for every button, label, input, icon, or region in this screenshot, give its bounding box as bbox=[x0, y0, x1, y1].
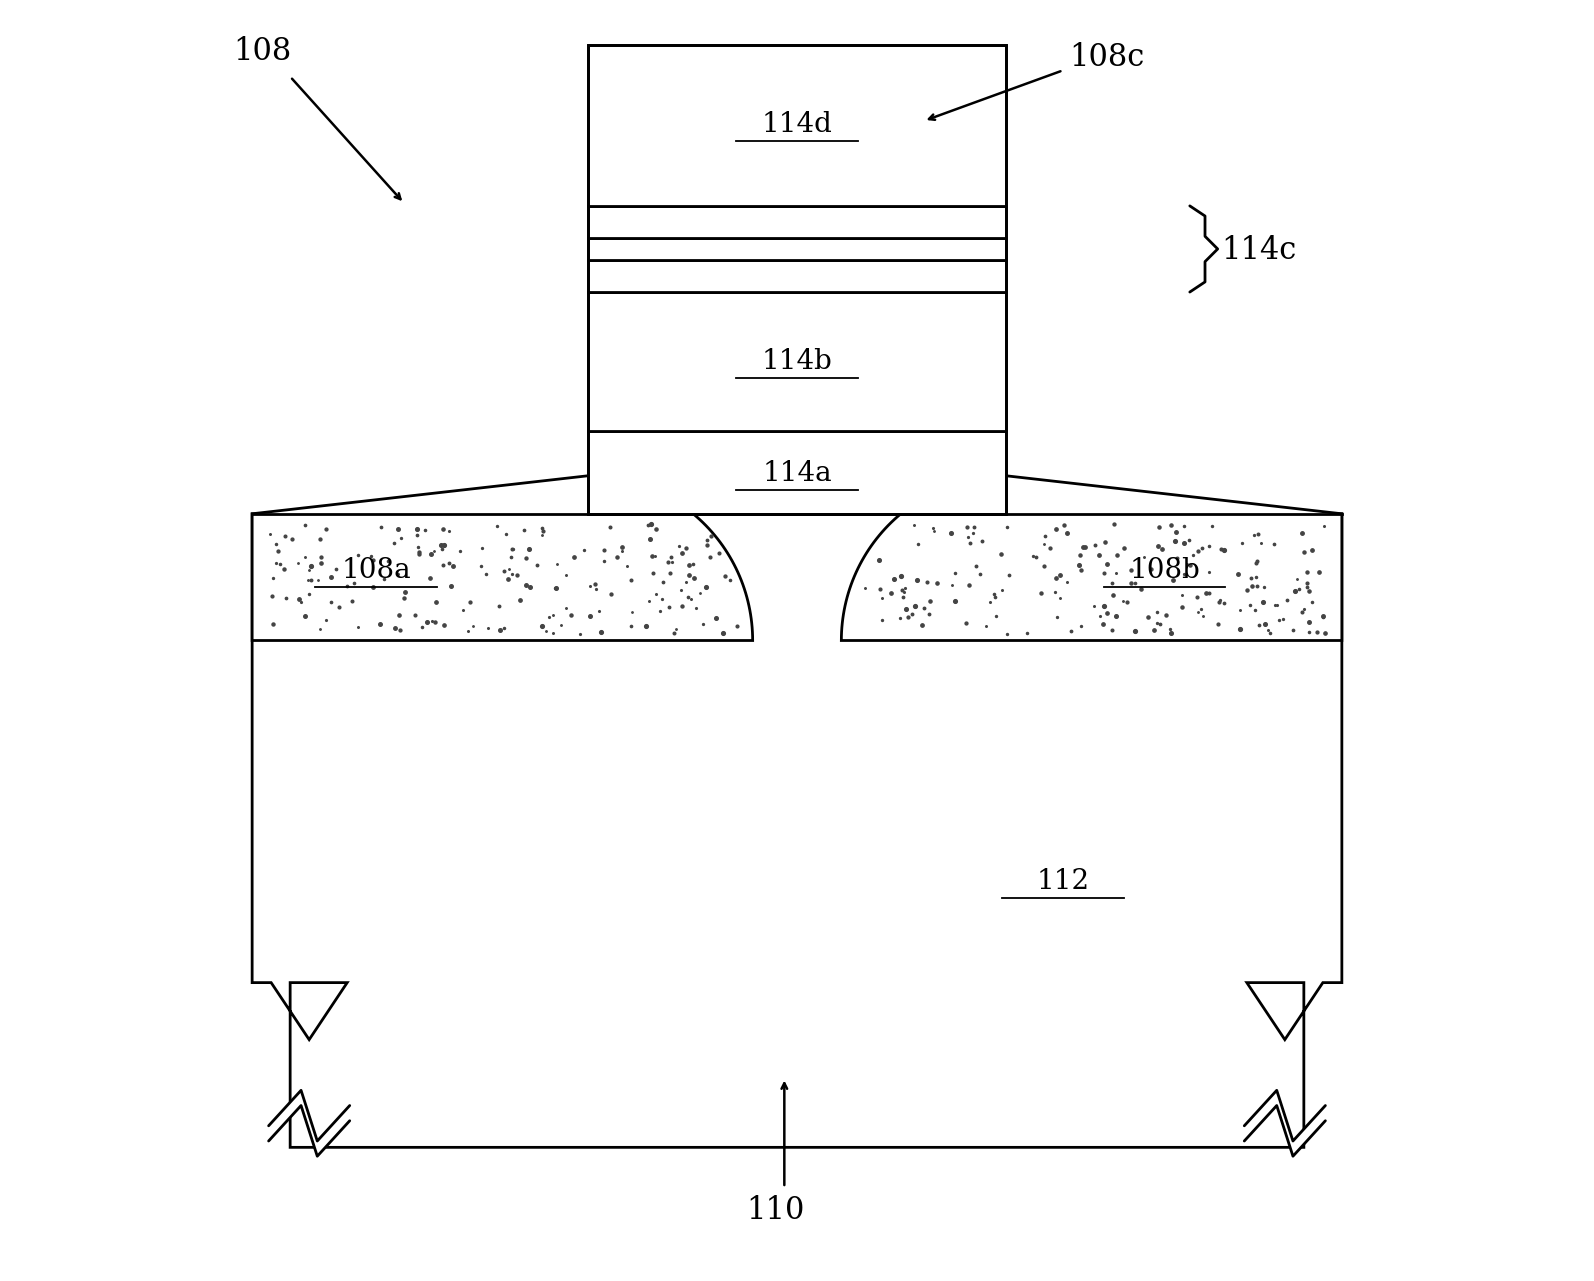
Text: 110: 110 bbox=[746, 1195, 805, 1226]
Bar bbox=[588, 260, 1006, 292]
Bar bbox=[588, 45, 1006, 514]
Polygon shape bbox=[269, 1090, 349, 1157]
Polygon shape bbox=[842, 475, 1342, 640]
Text: 108a: 108a bbox=[341, 557, 411, 584]
Text: 108c: 108c bbox=[1070, 42, 1144, 73]
Polygon shape bbox=[252, 475, 752, 640]
Bar bbox=[588, 432, 1006, 514]
Bar bbox=[588, 237, 1006, 260]
Text: 114d: 114d bbox=[762, 111, 832, 138]
Bar bbox=[588, 206, 1006, 237]
Text: 114a: 114a bbox=[762, 460, 832, 487]
Text: 108b: 108b bbox=[1129, 557, 1200, 584]
Polygon shape bbox=[1245, 1090, 1325, 1157]
Text: 114b: 114b bbox=[762, 348, 832, 375]
Text: 108: 108 bbox=[233, 36, 292, 67]
Text: 114c: 114c bbox=[1221, 234, 1298, 265]
Bar bbox=[588, 292, 1006, 432]
Polygon shape bbox=[252, 514, 1342, 1148]
Bar bbox=[588, 45, 1006, 206]
Text: 112: 112 bbox=[1036, 867, 1090, 894]
